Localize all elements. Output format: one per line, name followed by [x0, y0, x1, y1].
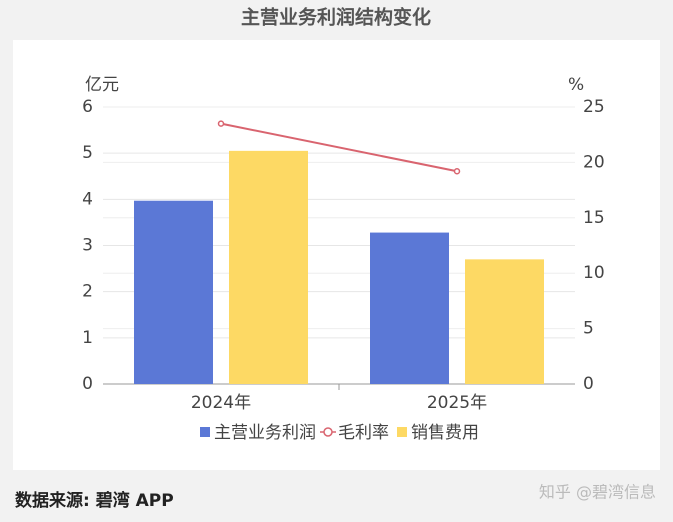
legend-label: 主营业务利润: [214, 423, 316, 443]
y-tick-label: 4: [82, 189, 93, 209]
y2-tick-label: 25: [583, 97, 605, 117]
y2-tick-label: 15: [583, 208, 605, 228]
legend-marker: [323, 427, 333, 437]
x-tick-label: 2024年: [191, 393, 251, 413]
bar: [465, 259, 544, 384]
y-tick-label: 3: [82, 236, 93, 256]
bar: [370, 232, 449, 384]
line: [220, 122, 458, 173]
y-tick-label: 5: [82, 143, 93, 163]
y-tick-label: 0: [82, 374, 93, 394]
chart-title: 主营业务利润结构变化: [241, 6, 431, 29]
bar: [134, 200, 213, 384]
y2-tick-label: 5: [583, 319, 594, 339]
y-axis-unit: 亿元: [85, 75, 119, 95]
x-tick-label: 2025年: [427, 393, 487, 413]
y-tick-label: 6: [82, 97, 93, 117]
legend-label: 毛利率: [338, 423, 389, 443]
y2-axis-unit: %: [568, 75, 584, 95]
legend-marker: [200, 427, 210, 437]
legend-label: 销售费用: [411, 423, 479, 443]
watermark: 知乎 @碧湾信息: [539, 483, 656, 502]
y-tick-label: 2: [82, 282, 93, 302]
bar: [229, 150, 308, 384]
y2-tick-label: 0: [583, 374, 594, 394]
y2-tick-label: 20: [583, 152, 605, 172]
legend-marker: [397, 427, 407, 437]
line-point: [217, 120, 225, 127]
y2-tick-label: 10: [583, 263, 605, 283]
line-point: [453, 168, 461, 175]
panel: [13, 40, 660, 470]
source: 数据来源: 碧湾 APP: [15, 490, 174, 511]
y-tick-label: 1: [82, 328, 93, 348]
